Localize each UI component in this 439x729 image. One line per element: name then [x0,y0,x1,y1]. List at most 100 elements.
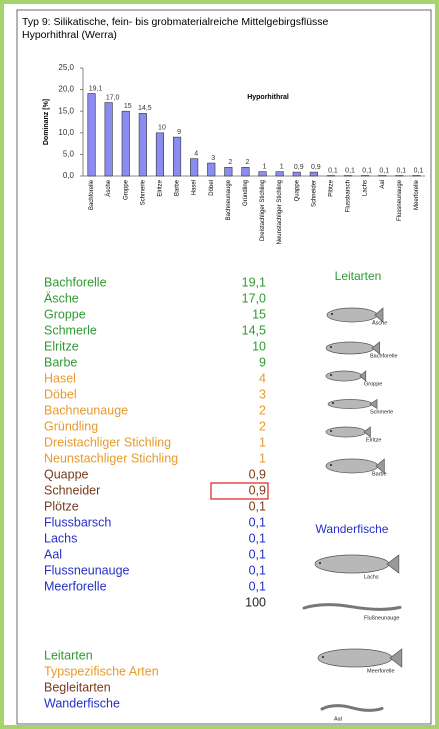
picture-heading: Leitarten [335,269,382,283]
bar [122,111,130,176]
species-name: Elritze [44,339,79,353]
value-label: 0,1 [362,167,372,174]
value-label: 19,1 [89,85,103,92]
bar [276,172,284,176]
species-name: Groppe [44,307,86,321]
fish-label: Flußneunauge [364,615,399,621]
fish-drawing [327,308,377,322]
fish-label: Schmerle [370,409,393,415]
fish-drawing [332,402,334,404]
value-label: 0,1 [396,167,406,174]
value-label: 0,9 [311,164,321,171]
fish-drawing [326,342,374,354]
fish-drawing [315,555,389,573]
x-tick-label: Schneider [311,180,317,207]
fish-drawing [326,459,378,473]
species-value: 0,9 [249,467,266,481]
fish-drawing [331,313,333,315]
value-label: 0,1 [379,167,389,174]
species-name: Lachs [44,531,77,545]
x-tick-label: Meerforelle [414,179,420,210]
value-label: 10 [158,125,166,132]
value-label: 14,5 [138,105,152,112]
total-value: 100 [245,595,266,609]
species-value: 0,9 [249,483,266,497]
value-label: 1 [263,164,267,171]
legend-entry: Begleitarten [44,680,111,694]
y-tick-label: 0,0 [63,171,75,180]
species-value: 9 [259,355,266,369]
species-name: Meerforelle [44,579,107,593]
value-label: 2 [245,159,249,166]
y-tick-label: 15,0 [58,106,74,115]
x-tick-label: Schmerle [140,179,146,205]
x-tick-label: Aal [380,180,386,189]
value-label: 1 [280,164,284,171]
x-tick-label: Bachforelle [89,179,95,210]
fish-label: Äsche [372,319,387,326]
species-value: 0,1 [249,547,266,561]
species-name: Hasel [44,371,76,385]
bar [173,137,181,176]
species-name: Dreistachliger Stichling [44,435,171,449]
value-label: 4 [194,151,198,158]
species-name: Aal [44,547,62,561]
species-value: 3 [259,387,266,401]
fish-label: Lachs [364,574,379,580]
value-label: 2 [228,159,232,166]
value-label: 3 [211,155,215,162]
page: Typ 9: Silikatische, fein- bis grobmater… [0,0,439,729]
bar [190,159,198,176]
species-name: Bachneunauge [44,403,128,417]
species-value: 0,1 [249,579,266,593]
legend-entry: Leitarten [44,648,93,662]
fish-label: Barbe [372,471,387,477]
species-name: Flussbarsch [44,515,111,529]
species-name: Plötze [44,499,79,513]
x-tick-label: Flussbarsch [346,180,352,212]
species-value: 0,1 [249,499,266,513]
value-label: 0,1 [414,167,424,174]
fish-label: Aal [334,716,342,722]
bar [139,113,147,176]
fish-drawing [318,649,392,667]
legend-entry: Wanderfische [44,696,120,710]
fish-drawing [328,400,372,409]
species-name: Neunstachliger Stichling [44,451,178,465]
fish-drawing [330,464,332,466]
species-value: 1 [259,435,266,449]
species-name: Döbel [44,387,77,401]
fish-drawing [330,374,332,376]
species-value: 0,1 [249,531,266,545]
x-tick-label: Döbel [209,180,215,196]
species-value: 14,5 [242,323,266,337]
x-tick-label: Gründling [243,180,249,206]
bar [293,172,301,176]
value-label: 0,1 [345,167,355,174]
fish-drawing [326,427,366,437]
bar [259,172,267,176]
fish-drawing [326,371,362,381]
y-tick-label: 25,0 [58,63,74,72]
legend-entry: Typspezifische Arten [44,664,159,678]
species-name: Flussneunauge [44,563,130,577]
species-value: 0,1 [249,563,266,577]
species-value: 15 [252,307,266,321]
fish-label: Groppe [364,381,382,387]
value-label: 9 [177,129,181,136]
value-label: 17,0 [106,94,120,101]
x-tick-label: Dreistachliger Stichling [260,180,266,241]
y-tick-label: 5,0 [63,150,75,159]
x-tick-label: Groppe [123,179,129,200]
y-tick-label: 20,0 [58,85,74,94]
species-value: 2 [259,419,266,433]
species-name: Quappe [44,467,89,481]
species-name: Bachforelle [44,275,107,289]
bar [105,103,113,176]
species-value: 1 [259,451,266,465]
x-tick-label: Elritze [158,179,164,196]
x-tick-label: Quappe [294,179,300,201]
x-tick-label: Äsche [105,179,112,196]
species-value: 2 [259,403,266,417]
fish-drawing [330,346,332,348]
